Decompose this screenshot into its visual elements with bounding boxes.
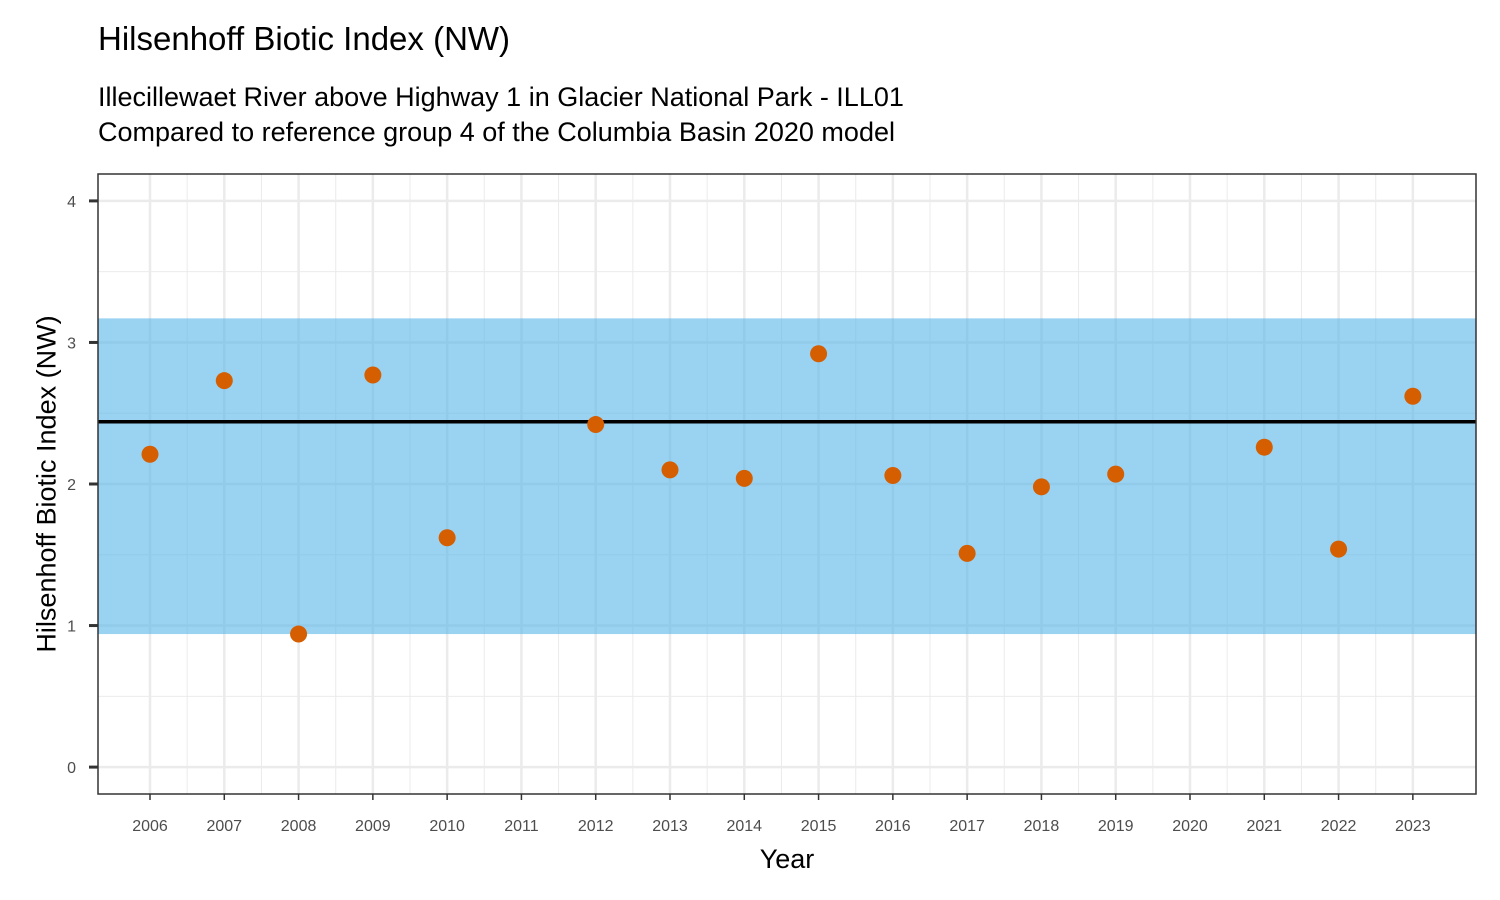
data-point-2008 (290, 625, 308, 643)
x-tick-label: 2010 (429, 818, 465, 835)
data-point-2007 (215, 372, 233, 390)
x-tick-label: 2007 (206, 818, 242, 835)
y-tick-label: 2 (67, 477, 76, 494)
x-tick-label: 2006 (132, 818, 168, 835)
x-tick-label: 2014 (726, 818, 762, 835)
x-tick-label: 2017 (949, 818, 985, 835)
data-point-2006 (141, 445, 159, 463)
data-point-2009 (364, 366, 382, 384)
data-point-2014 (735, 469, 753, 487)
y-tick-label: 3 (67, 335, 76, 352)
x-tick-label: 2018 (1024, 818, 1060, 835)
data-points (141, 345, 1422, 643)
data-point-2013 (661, 461, 679, 479)
data-point-2023 (1404, 387, 1422, 405)
data-point-2019 (1107, 465, 1125, 483)
chart-subtitle-line-2: Compared to reference group 4 of the Col… (98, 117, 895, 147)
data-point-2012 (587, 416, 605, 434)
x-tick-label: 2013 (652, 818, 688, 835)
y-tick-label: 4 (67, 194, 76, 211)
data-point-2015 (810, 345, 828, 363)
chart-subtitle-line-1: Illecillewaet River above Highway 1 in G… (98, 82, 904, 112)
x-tick-label: 2022 (1321, 818, 1357, 835)
x-tick-label: 2016 (875, 818, 911, 835)
data-point-2017 (958, 544, 976, 562)
data-point-2021 (1255, 438, 1273, 456)
x-tick-label: 2009 (355, 818, 391, 835)
reference-band (98, 318, 1476, 635)
data-point-2018 (1032, 478, 1050, 496)
data-point-2016 (884, 467, 902, 485)
x-tick-label: 2020 (1172, 818, 1208, 835)
chart-title: Hilsenhoff Biotic Index (NW) (98, 20, 511, 57)
y-tick-label: 1 (67, 619, 76, 636)
x-tick-label: 2011 (504, 818, 539, 835)
data-point-2022 (1330, 540, 1348, 558)
x-tick-label: 2012 (578, 818, 614, 835)
x-tick-label: 2019 (1098, 818, 1134, 835)
x-tick-label: 2015 (801, 818, 837, 835)
x-axis: 2006 2007 2008 2009 2010 2011 2012 2013 2014 2015… (132, 794, 1431, 835)
y-tick-label: 0 (67, 760, 76, 777)
x-axis-title: Year (760, 844, 815, 874)
x-tick-label: 2021 (1246, 818, 1282, 835)
y-axis: 0 1 2 3 4 (67, 194, 98, 777)
x-tick-label: 2023 (1395, 818, 1431, 835)
x-tick-label: 2008 (281, 818, 317, 835)
y-axis-title: Hilsenhoff Biotic Index (NW) (31, 315, 61, 652)
data-point-2010 (438, 529, 456, 547)
